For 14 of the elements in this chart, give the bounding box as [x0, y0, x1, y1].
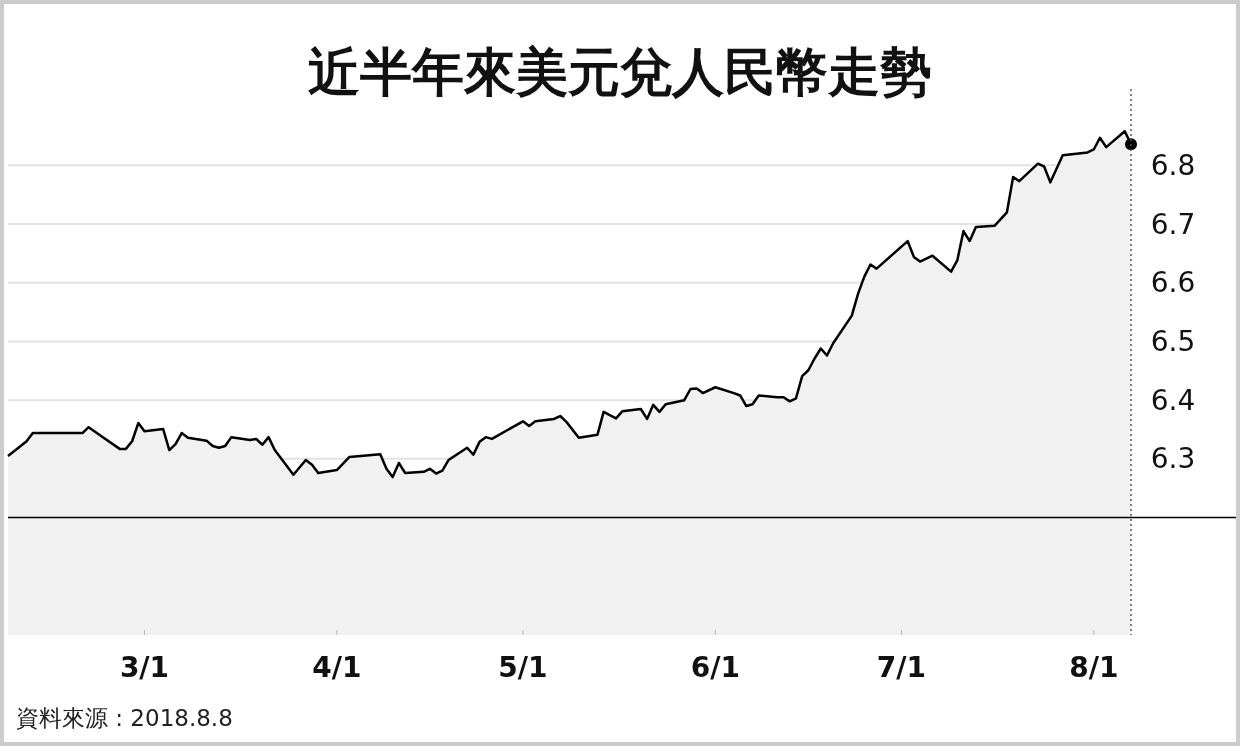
x-tick-label: 6/1: [690, 651, 740, 684]
y-tick-label: 6.6: [1150, 266, 1196, 300]
x-tick-label: 8/1: [1069, 651, 1119, 684]
y-tick-label: 6.3: [1150, 442, 1196, 476]
x-tick-label: 7/1: [876, 651, 927, 684]
chart-title: 近半年來美元兌人民幣走勢: [308, 42, 932, 102]
y-tick-label: 6.4: [1150, 383, 1196, 417]
x-tick-label: 5/1: [498, 651, 548, 684]
y-tick-label: 6.8: [1150, 148, 1196, 182]
y-tick-label: 6.7: [1150, 207, 1196, 241]
source-note: 資料來源 : 2018.8.8: [16, 705, 233, 731]
x-tick-label: 3/1: [119, 651, 170, 684]
x-tick-label: 4/1: [312, 651, 362, 684]
y-tick-label: 6.5: [1150, 324, 1196, 358]
